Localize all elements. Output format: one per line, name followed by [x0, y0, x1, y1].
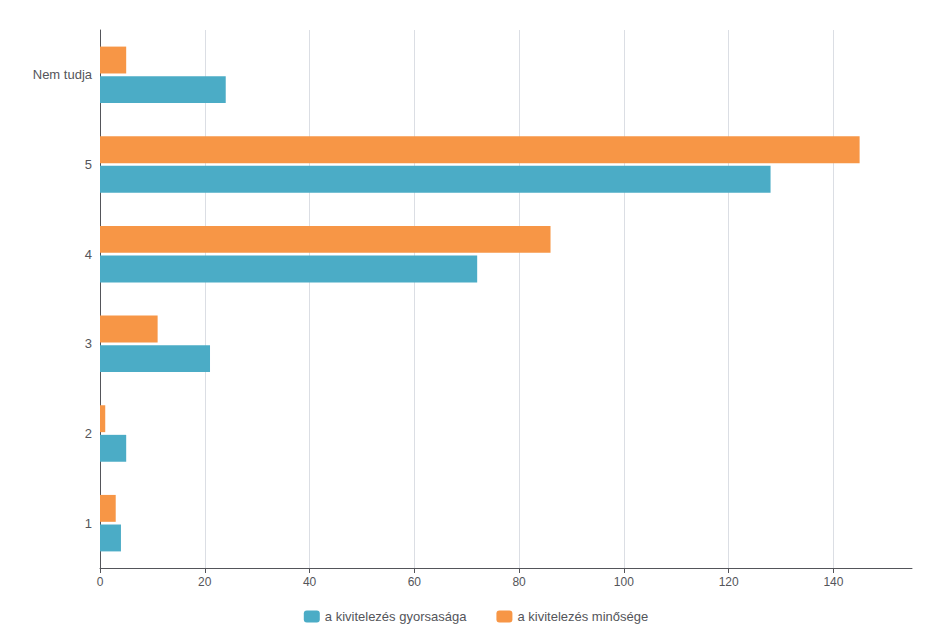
- svg-text:4: 4: [85, 247, 92, 262]
- svg-text:2: 2: [85, 426, 92, 441]
- svg-text:Nem tudja: Nem tudja: [33, 67, 93, 82]
- svg-text:20: 20: [198, 575, 212, 589]
- svg-text:40: 40: [303, 575, 317, 589]
- svg-text:5: 5: [85, 157, 92, 172]
- svg-text:a kivitelezés gyorsasága: a kivitelezés gyorsasága: [325, 609, 467, 624]
- svg-text:1: 1: [85, 516, 92, 531]
- svg-text:60: 60: [408, 575, 422, 589]
- svg-text:80: 80: [512, 575, 526, 589]
- svg-text:0: 0: [97, 575, 104, 589]
- svg-text:a kivitelezés minősége: a kivitelezés minősége: [517, 609, 648, 624]
- svg-text:120: 120: [719, 575, 739, 589]
- svg-text:3: 3: [85, 336, 92, 351]
- svg-text:140: 140: [823, 575, 843, 589]
- svg-text:100: 100: [614, 575, 634, 589]
